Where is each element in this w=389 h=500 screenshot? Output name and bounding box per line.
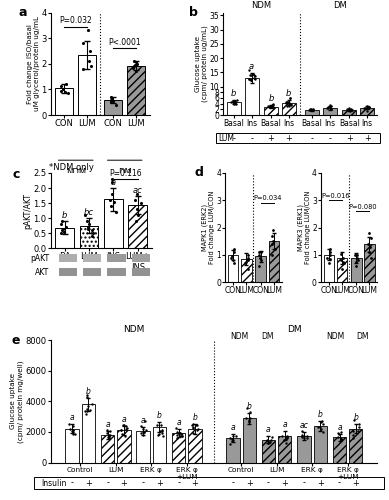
Point — [298, 431, 305, 439]
Bar — [323, 108, 337, 115]
Point — [352, 262, 359, 270]
Text: P=0.116: P=0.116 — [109, 169, 142, 178]
Point — [304, 434, 310, 442]
Point — [179, 432, 185, 440]
Text: b: b — [86, 387, 91, 396]
Point — [270, 226, 276, 234]
Point — [89, 400, 95, 408]
Point — [110, 198, 117, 205]
Point — [309, 106, 315, 114]
Point — [65, 90, 71, 98]
Bar — [297, 436, 311, 462]
Point — [85, 26, 91, 34]
Text: a: a — [111, 178, 116, 187]
Bar — [245, 78, 259, 115]
Point — [85, 402, 91, 410]
Point — [268, 433, 275, 441]
Point — [335, 429, 341, 437]
Point — [283, 434, 289, 442]
Point — [194, 426, 200, 434]
Point — [340, 258, 346, 266]
Point — [344, 104, 350, 112]
Point — [315, 423, 321, 431]
Point — [248, 76, 254, 84]
Point — [83, 410, 89, 418]
Point — [246, 417, 252, 425]
Point — [230, 98, 237, 106]
Point — [244, 404, 250, 412]
Text: P=0.080: P=0.080 — [349, 204, 377, 210]
Point — [310, 105, 316, 113]
Point — [107, 98, 114, 106]
Point — [80, 65, 86, 73]
Point — [140, 428, 146, 436]
Point — [266, 102, 273, 110]
Text: NDM: NDM — [123, 326, 144, 334]
Text: P=0.032: P=0.032 — [60, 16, 92, 26]
Text: b: b — [193, 413, 197, 422]
Point — [350, 416, 357, 424]
Point — [59, 226, 65, 234]
Point — [173, 428, 180, 436]
Point — [252, 72, 258, 80]
Point — [366, 242, 373, 250]
Point — [190, 423, 196, 431]
Point — [231, 259, 237, 267]
Bar — [360, 108, 374, 115]
Bar — [55, 88, 74, 115]
Point — [173, 424, 180, 432]
Text: DM: DM — [357, 332, 369, 341]
Point — [268, 101, 275, 109]
Text: -: - — [70, 478, 74, 488]
Point — [179, 432, 185, 440]
Point — [363, 106, 370, 114]
Point — [285, 98, 291, 106]
Point — [106, 433, 112, 441]
Point — [368, 234, 374, 242]
Bar — [243, 418, 256, 463]
Point — [62, 88, 68, 96]
Bar — [342, 110, 356, 115]
Point — [58, 220, 64, 228]
Bar — [83, 268, 101, 276]
Text: b: b — [189, 6, 198, 20]
Point — [246, 76, 252, 84]
Bar — [227, 102, 241, 115]
Text: +: + — [281, 478, 288, 488]
Text: NDM: NDM — [66, 168, 86, 177]
Point — [119, 430, 125, 438]
Point — [286, 100, 293, 108]
Bar — [241, 259, 252, 282]
Text: a: a — [122, 414, 126, 424]
Text: DM: DM — [287, 326, 302, 334]
Point — [287, 94, 293, 102]
Bar — [268, 241, 279, 282]
Point — [123, 426, 130, 434]
Point — [317, 418, 324, 426]
Text: a: a — [231, 423, 235, 432]
Bar — [216, 133, 380, 143]
Point — [286, 102, 292, 110]
Point — [194, 420, 200, 428]
Point — [349, 106, 355, 114]
Bar — [127, 66, 145, 115]
Point — [340, 254, 346, 262]
Point — [279, 432, 285, 440]
Bar — [337, 258, 347, 282]
Point — [107, 431, 113, 439]
Point — [84, 407, 91, 415]
Text: b: b — [247, 402, 252, 410]
Text: -: - — [142, 478, 145, 488]
Point — [118, 426, 124, 434]
Bar — [137, 431, 150, 462]
Text: a: a — [282, 420, 287, 430]
Text: b: b — [286, 90, 291, 98]
Y-axis label: MAPK1 (ERK2)
Fold change LUM/CON: MAPK1 (ERK2) Fold change LUM/CON — [202, 191, 215, 264]
Text: +: + — [317, 478, 324, 488]
Y-axis label: Glucose uptake
(cpm/ protein ug/mL): Glucose uptake (cpm/ protein ug/mL) — [194, 26, 208, 102]
Point — [154, 420, 160, 428]
Point — [281, 436, 287, 444]
Point — [89, 232, 95, 240]
Point — [355, 256, 361, 264]
Point — [326, 101, 333, 109]
